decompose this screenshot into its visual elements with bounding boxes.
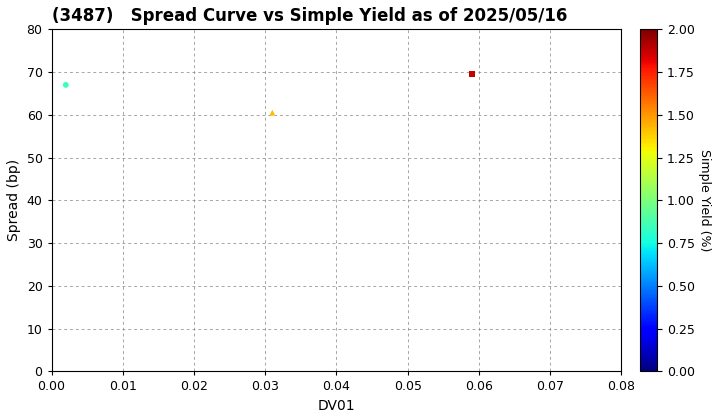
Point: [466, 71, 477, 78]
Point: [266, 109, 278, 116]
Y-axis label: Spread (bp): Spread (bp): [7, 159, 21, 242]
Y-axis label: Simple Yield (%): Simple Yield (%): [698, 149, 711, 252]
Point: [60, 81, 71, 88]
X-axis label: DV01: DV01: [318, 399, 355, 413]
Text: (3487)   Spread Curve vs Simple Yield as of 2025/05/16: (3487) Spread Curve vs Simple Yield as o…: [52, 7, 567, 25]
